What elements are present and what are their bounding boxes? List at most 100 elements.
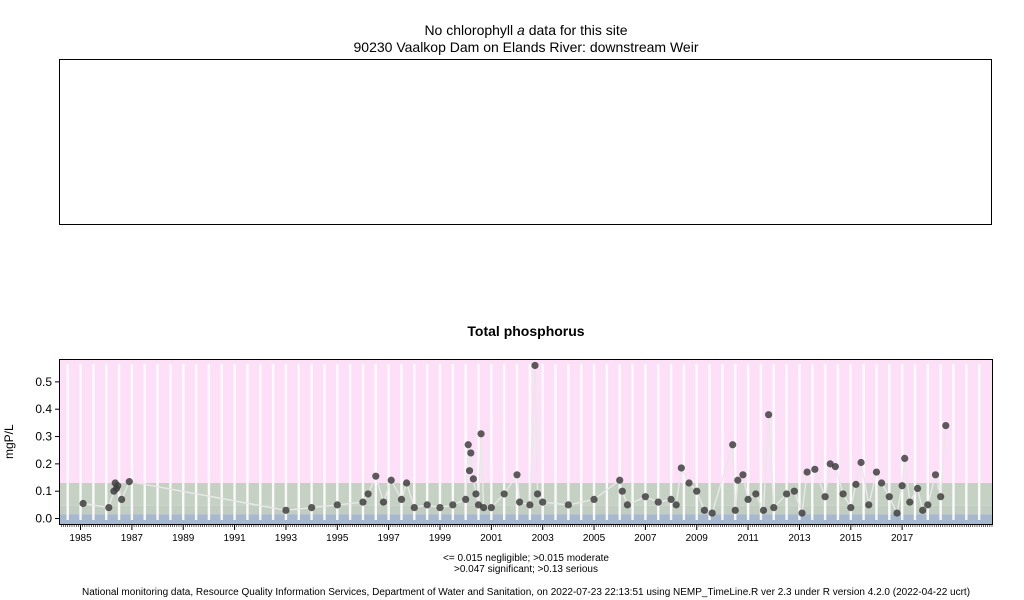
- y-tick-label: 0.5: [35, 375, 52, 389]
- x-tick-label: 1995: [326, 533, 349, 544]
- data-point: [672, 501, 680, 509]
- data-point: [913, 484, 922, 493]
- data-point: [118, 495, 126, 503]
- data-point: [531, 361, 539, 370]
- data-point: [79, 499, 87, 508]
- band-moderate: [60, 505, 992, 515]
- data-point: [308, 504, 316, 512]
- series-line: [82, 365, 947, 516]
- data-point: [729, 441, 737, 449]
- empty-title-prefix: No chlorophyll: [424, 22, 514, 38]
- x-tick-label: 1993: [275, 533, 298, 544]
- data-point: [436, 504, 444, 512]
- data-point: [847, 504, 855, 512]
- x-tick-label: 2003: [532, 533, 555, 544]
- x-tick-label: 2017: [891, 533, 914, 544]
- site-subtitle: 90230 Vaalkop Dam on Elands River: downs…: [353, 39, 699, 55]
- x-tick-label: 2005: [583, 533, 606, 544]
- data-point: [480, 504, 488, 512]
- footer-credit: National monitoring data, Resource Quali…: [81, 587, 971, 598]
- x-tick-label: 2011: [737, 533, 759, 544]
- y-tick-label: 0.4: [35, 402, 52, 416]
- data-point: [821, 493, 829, 501]
- data-point: [464, 441, 472, 449]
- y-tick-label: 0.3: [35, 430, 52, 444]
- data-point: [397, 495, 406, 503]
- data-point: [410, 504, 418, 512]
- y-tick-label: 0.2: [35, 457, 52, 471]
- data-point: [942, 422, 950, 430]
- data-point: [708, 509, 716, 517]
- data-point: [539, 498, 547, 506]
- data-point: [472, 490, 480, 498]
- empty-chlorophyll-panel: [59, 59, 992, 225]
- x-tick-label: 1987: [121, 533, 144, 544]
- data-point: [734, 476, 742, 484]
- data-point: [931, 471, 940, 479]
- data-point: [667, 495, 675, 503]
- data-point: [114, 482, 122, 490]
- x-tick-label: 1989: [172, 533, 195, 544]
- data-point: [901, 454, 909, 462]
- data-point: [105, 504, 113, 512]
- band-negligible: [60, 514, 992, 524]
- data-point: [759, 506, 768, 514]
- x-tick-label: 1997: [378, 533, 401, 544]
- data-point: [403, 479, 411, 487]
- x-tick-label: 2009: [686, 533, 709, 544]
- data-point: [893, 509, 901, 517]
- data-point: [877, 479, 886, 487]
- data-point: [359, 498, 367, 506]
- data-point: [739, 471, 747, 479]
- data-point: [513, 471, 521, 479]
- data-point: [372, 472, 380, 480]
- data-point: [477, 430, 485, 438]
- data-point: [641, 493, 649, 501]
- data-point: [469, 475, 477, 483]
- data-point: [770, 504, 778, 512]
- data-point: [465, 467, 474, 475]
- data-point: [685, 479, 693, 487]
- data-point: [387, 476, 395, 484]
- empty-chart-title: No chlorophyll a data for this site: [0, 22, 1024, 38]
- data-point: [487, 504, 495, 512]
- threshold-note-2: >0.047 significant; >0.13 serious: [454, 564, 598, 575]
- data-point: [564, 501, 572, 509]
- data-point: [872, 468, 881, 476]
- data-point: [533, 490, 542, 498]
- x-tick-label: 1999: [429, 533, 452, 544]
- y-tick-label: 0.1: [35, 484, 52, 498]
- data-point: [590, 495, 598, 503]
- empty-title-suffix: data for this site: [528, 22, 628, 38]
- x-tick-label: 2001: [480, 533, 503, 544]
- data-point: [731, 506, 739, 514]
- data-point: [449, 501, 457, 509]
- data-point: [379, 498, 388, 506]
- x-tick-label: 2015: [840, 533, 863, 544]
- data-point: [839, 490, 847, 498]
- data-point: [677, 464, 685, 472]
- data-point: [467, 449, 475, 457]
- band-serious: [60, 360, 992, 483]
- data-point: [462, 495, 470, 503]
- data-point: [937, 493, 945, 501]
- data-point: [526, 501, 534, 509]
- data-point: [831, 463, 839, 471]
- data-point: [616, 476, 624, 484]
- data-point: [744, 495, 752, 503]
- data-point: [654, 498, 662, 506]
- data-point: [693, 487, 701, 495]
- data-point: [865, 501, 873, 509]
- x-tick-label: 1985: [69, 533, 92, 544]
- x-tick-label: 2013: [788, 533, 811, 544]
- data-point: [924, 501, 932, 509]
- data-point: [906, 498, 914, 506]
- data-point: [857, 458, 865, 467]
- data-point: [500, 490, 508, 498]
- data-point: [765, 411, 773, 419]
- data-point: [898, 482, 906, 490]
- data-point: [811, 465, 819, 473]
- x-tick-label: 2007: [634, 533, 657, 544]
- data-point: [798, 509, 806, 517]
- data-point: [515, 498, 524, 506]
